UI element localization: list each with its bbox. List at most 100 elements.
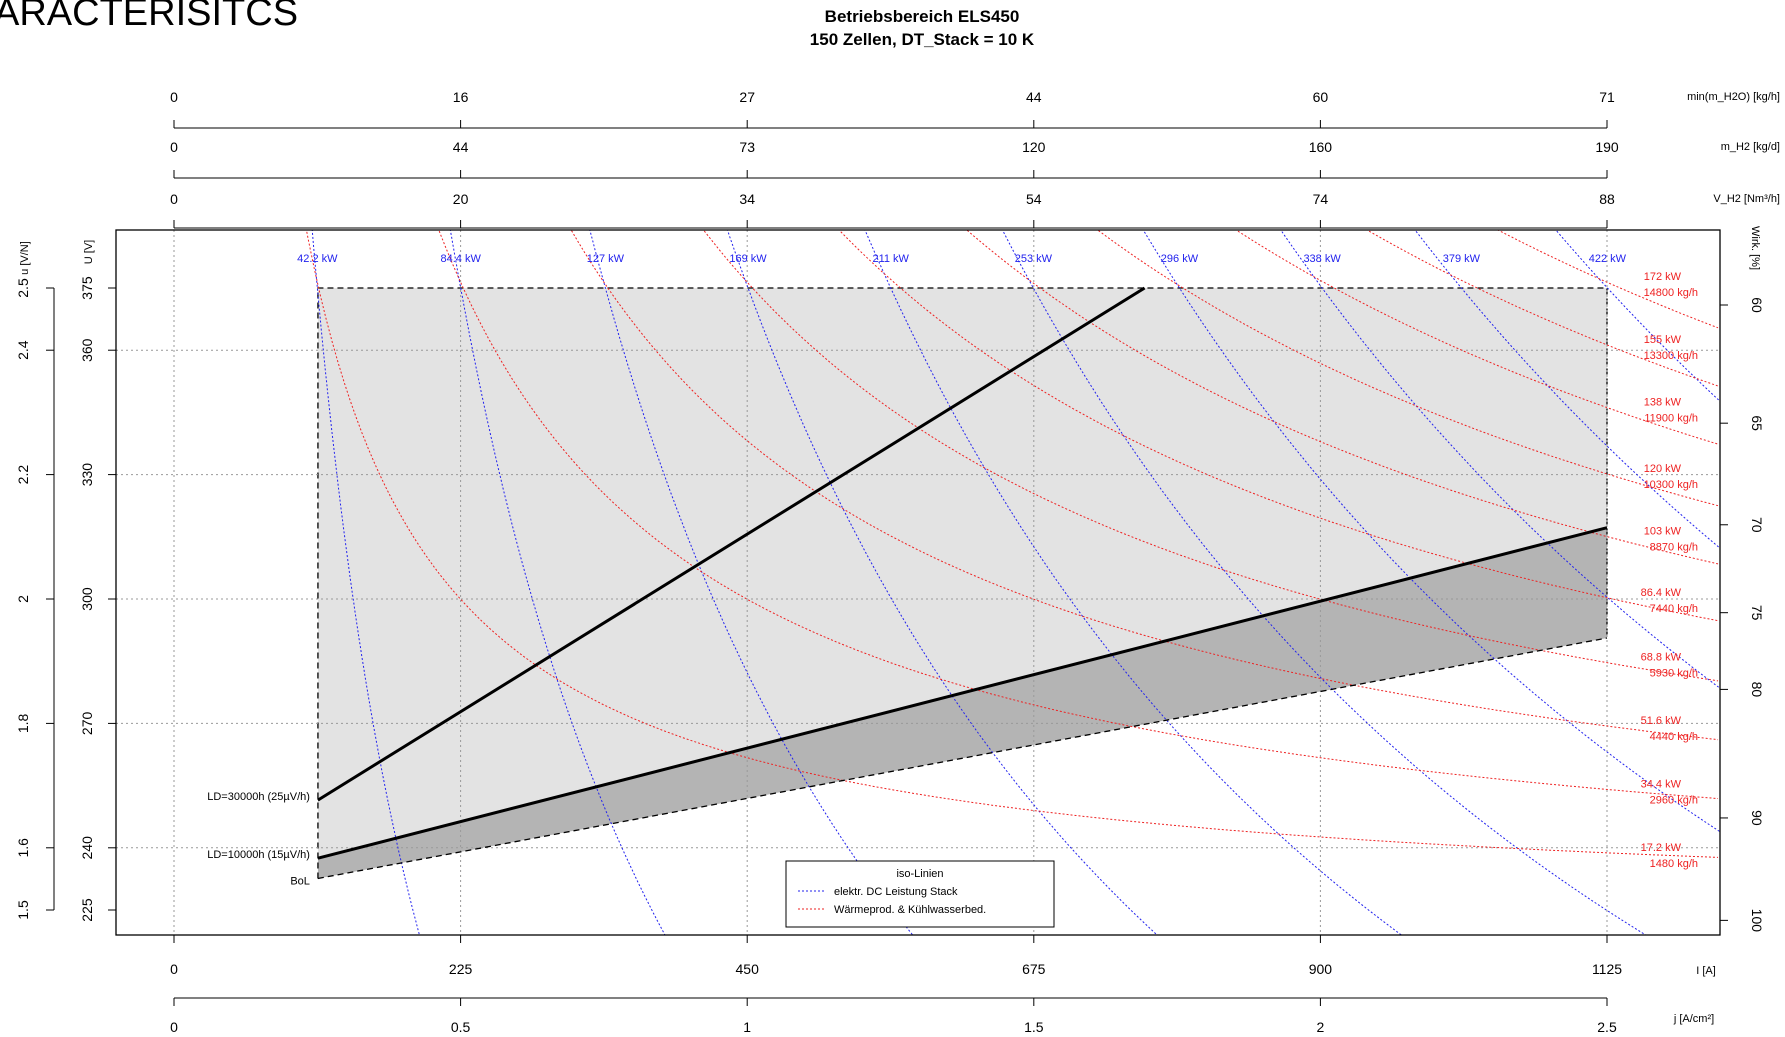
heat-iso-kw-label: 34.4 kW xyxy=(1641,778,1682,790)
heat-iso-line xyxy=(838,230,1719,622)
left-secondary-tick-label: 1.8 xyxy=(15,713,31,733)
top-axis-tick-label: 73 xyxy=(739,139,755,155)
power-iso-label: 379 kW xyxy=(1443,253,1481,265)
secondary-x-axis-label: j [A/cm²] xyxy=(1673,1013,1714,1025)
page-title: ARACTERISITCS xyxy=(0,0,299,34)
secondary-x-tick-label: 0.5 xyxy=(451,1019,471,1035)
right-axis-tick-label: 100 xyxy=(1749,909,1765,933)
heat-iso-kw-label: 155 kW xyxy=(1644,334,1682,346)
heat-iso-flow-label: 11900 kg/h xyxy=(1644,413,1698,425)
secondary-x-tick-label: 1 xyxy=(743,1019,751,1035)
heat-iso-flow-label: 8870 kg/h xyxy=(1650,542,1698,554)
heat-iso-line xyxy=(1366,230,1719,387)
right-axis-tick-label: 60 xyxy=(1749,297,1765,313)
series-line xyxy=(317,637,1608,880)
top-axis-tick-label: 0 xyxy=(170,191,178,207)
heat-iso-line xyxy=(966,230,1719,565)
top-axis-tick-label: 54 xyxy=(1026,191,1042,207)
top-axis-tick-label: 0 xyxy=(170,139,178,155)
power-iso-line xyxy=(1142,230,1720,833)
power-iso-line xyxy=(311,230,420,935)
heat-iso-flow-label: 1480 kg/h xyxy=(1650,858,1698,870)
heat-iso-kw-label: 138 kW xyxy=(1644,397,1682,409)
x-tick-label: 900 xyxy=(1309,961,1333,977)
y-tick-label: 330 xyxy=(79,463,95,487)
heat-iso-line xyxy=(1235,230,1719,445)
x-tick-label: 675 xyxy=(1022,961,1046,977)
power-iso-label: 42.2 kW xyxy=(297,253,338,265)
heat-iso-line xyxy=(1496,230,1719,329)
power-iso-label: 84.4 kW xyxy=(441,253,482,265)
y-tick-label: 360 xyxy=(79,338,95,362)
y-tick-label: 375 xyxy=(79,276,95,300)
heat-iso-kw-label: 68.8 kW xyxy=(1641,652,1682,664)
heat-iso-line xyxy=(305,230,1719,858)
top-axis-label: min(m_H2O) [kg/h] xyxy=(1687,91,1780,103)
heat-iso-flow-label: 2960 kg/h xyxy=(1650,794,1698,806)
y-tick-label: 270 xyxy=(79,712,95,736)
series-label: BoL xyxy=(290,875,310,887)
top-axis-tick-label: 44 xyxy=(453,139,469,155)
power-iso-line xyxy=(589,230,914,935)
left-secondary-axis-label: u [V/N] xyxy=(19,241,31,275)
top-axis-tick-label: 34 xyxy=(739,191,755,207)
top-axis-tick-label: 120 xyxy=(1022,139,1046,155)
y-tick-label: 225 xyxy=(79,898,95,922)
power-iso-label: 296 kW xyxy=(1161,253,1199,265)
heat-iso-kw-label: 103 kW xyxy=(1644,526,1682,538)
iso-lines xyxy=(305,230,1720,935)
top-axis-tick-label: 60 xyxy=(1313,89,1329,105)
heat-iso-flow-label: 4440 kg/h xyxy=(1650,731,1698,743)
right-axis-label: Wirk. [%] xyxy=(1749,226,1761,270)
right-axis-tick-label: 90 xyxy=(1749,810,1765,826)
power-iso-label: 169 kW xyxy=(729,253,767,265)
top-axis-tick-label: 20 xyxy=(453,191,469,207)
left-secondary-tick-label: 2.5 xyxy=(15,278,31,298)
left-secondary-tick-label: 2.2 xyxy=(15,465,31,485)
legend-title: iso-Linien xyxy=(896,868,943,880)
upper-operating-region xyxy=(317,288,1607,859)
axes: 0 225 450 675 900 1125 I [A]0 0.5 1 1.5 2 2.5 j [A/c… xyxy=(15,89,1780,1035)
degradation-band-region xyxy=(317,527,1607,879)
series-line xyxy=(317,286,1146,802)
top-axis-tick-label: 71 xyxy=(1599,89,1615,105)
x-axis-label: I [A] xyxy=(1696,965,1716,977)
power-iso-label: 127 kW xyxy=(587,253,625,265)
top-axis-tick-label: 27 xyxy=(739,89,755,105)
heat-iso-kw-label: 172 kW xyxy=(1644,271,1682,283)
secondary-x-tick-label: 2 xyxy=(1317,1019,1325,1035)
x-tick-label: 450 xyxy=(736,961,760,977)
chart-subtitle: 150 Zellen, DT_Stack = 10 K xyxy=(810,30,1035,49)
secondary-x-tick-label: 2.5 xyxy=(1597,1019,1617,1035)
heat-iso-kw-label: 17.2 kW xyxy=(1641,842,1682,854)
left-secondary-tick-label: 2.4 xyxy=(15,340,31,360)
top-axis-tick-label: 16 xyxy=(453,89,469,105)
top-axis-tick-label: 44 xyxy=(1026,89,1042,105)
left-secondary-tick-label: 1.5 xyxy=(15,900,31,920)
right-axis-tick-label: 75 xyxy=(1749,605,1765,621)
series-label: LD=30000h (25µV/h) xyxy=(207,791,310,803)
heat-iso-flow-label: 10300 kg/h xyxy=(1644,479,1698,491)
y-axis-label: U [V] xyxy=(83,240,95,264)
heat-iso-line xyxy=(1096,230,1719,507)
y-tick-label: 240 xyxy=(79,836,95,860)
plot-frame xyxy=(115,229,1721,936)
top-axis-tick-label: 88 xyxy=(1599,191,1615,207)
heat-iso-kw-label: 51.6 kW xyxy=(1641,715,1682,727)
heat-iso-flow-label: 5930 kg/h xyxy=(1650,668,1698,680)
x-tick-label: 0 xyxy=(170,961,178,977)
heat-iso-line xyxy=(702,230,1719,682)
left-secondary-tick-label: 2 xyxy=(15,595,31,603)
right-axis-tick-label: 70 xyxy=(1749,517,1765,533)
chart-labels: LD=30000h (25µV/h) LD=10000h (15µV/h) BoL 4… xyxy=(207,253,1698,887)
x-tick-label: 225 xyxy=(449,961,473,977)
operating-region-border xyxy=(317,287,1608,879)
power-iso-line xyxy=(449,230,666,935)
y-tick-label: 300 xyxy=(79,587,95,611)
top-axis-tick-label: 74 xyxy=(1313,191,1329,207)
power-iso-line xyxy=(1555,230,1720,402)
right-axis-tick-label: 65 xyxy=(1749,415,1765,431)
power-iso-label: 253 kW xyxy=(1015,253,1053,265)
heat-iso-flow-label: 7440 kg/h xyxy=(1650,603,1698,615)
